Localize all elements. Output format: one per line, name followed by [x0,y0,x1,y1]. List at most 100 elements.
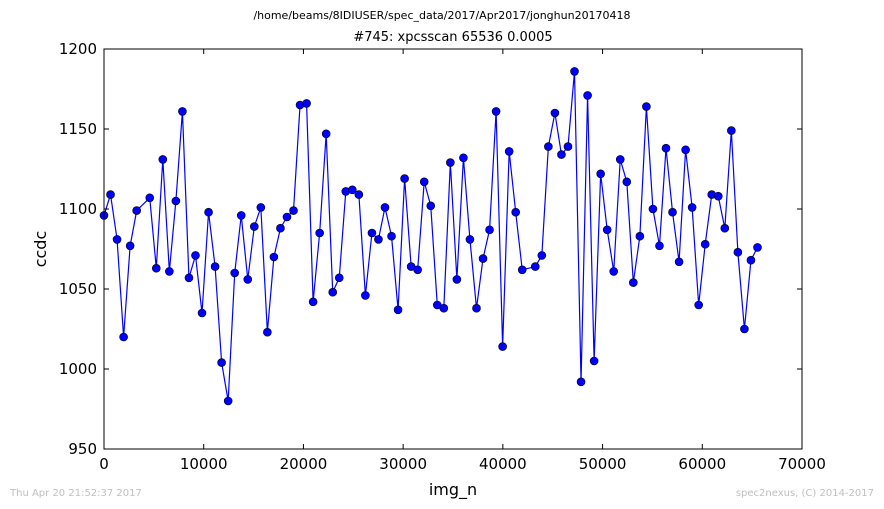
chart-title: #745: xpcsscan 65536 0.0005 [353,30,553,45]
x-axis: 0 10000 20000 30000 40000 50000 60000 70000 [99,49,826,473]
data-point [400,174,409,183]
data-point [269,252,279,262]
data-point [746,255,756,265]
data-point [655,241,664,251]
x-tick-label: 20000 [280,455,328,473]
data-point [236,211,246,220]
x-tick-label: 70000 [778,455,826,473]
data-point [158,155,168,164]
data-point [184,273,194,283]
data-point [282,212,292,222]
data-point [537,251,547,260]
data-point [576,377,586,387]
x-tick-label: 30000 [379,455,427,473]
y-tick-label: 1100 [59,200,97,218]
data-point [151,263,161,273]
data-point [615,155,625,164]
data-point [387,231,396,241]
data-point [504,147,514,156]
data-point [472,303,481,313]
data-point [380,203,390,212]
data-point [498,342,507,351]
data-point [478,254,488,263]
data-point [367,228,377,238]
x-tick-label: 0 [99,455,109,473]
data-point [452,275,462,284]
data-point [321,129,331,139]
data-point [125,241,135,251]
y-tick-label: 1000 [59,360,97,378]
data-point [171,196,181,206]
data-point [635,231,645,241]
data-point [112,235,122,244]
data-point [210,262,220,271]
data-point [622,177,632,187]
y-axis-label: ccdc [31,231,50,268]
y-tick-label: 950 [68,440,97,458]
series-marker-group [99,67,762,406]
data-point [694,300,703,310]
x-tick-label: 60000 [678,455,726,473]
x-tick-label: 10000 [180,455,228,473]
data-point [550,108,560,118]
footer-timestamp: Thu Apr 20 21:52:37 2017 [10,488,142,499]
data-point [439,303,449,313]
data-point [315,228,324,238]
data-point [642,102,651,111]
data-point [544,142,553,151]
data-point [328,287,338,297]
data-point [596,169,605,179]
data-point [249,222,259,231]
data-point [687,203,697,212]
series-line-group [103,71,759,402]
y-tick-label: 1050 [59,280,97,298]
data-point [348,185,357,195]
data-point [334,273,344,283]
data-point [230,268,239,278]
data-point [459,153,468,163]
x-tick-label: 40000 [479,455,527,473]
data-point [681,145,690,155]
data-point [727,126,736,135]
data-point [531,262,540,271]
data-point [511,207,521,217]
data-point [393,305,403,315]
data-point [302,99,311,108]
data-point [753,243,762,252]
data-point [485,225,494,235]
data-point [354,190,364,199]
data-point [217,358,226,367]
data-point [517,265,527,275]
data-point [243,275,253,284]
data-point [491,107,501,116]
data-point [178,107,187,116]
data-point [197,308,207,318]
series-line [103,71,759,402]
data-point [557,150,566,159]
data-point [661,143,671,153]
data-point [648,204,658,214]
data-point [308,297,318,307]
data-point [276,223,285,233]
data-point [740,324,749,334]
data-point [720,223,730,233]
data-point [602,225,612,235]
data-point [413,265,422,275]
footer-credit: spec2nexus, (C) 2014-2017 [735,488,874,499]
data-point [361,291,370,300]
y-axis: 950 1000 1050 1100 1150 1200 [59,40,802,458]
data-point [223,396,233,406]
data-point [700,239,710,249]
plot-area-frame [103,48,803,450]
data-point [713,191,723,201]
data-point [733,247,743,257]
data-point [256,203,266,212]
y-tick-label: 1150 [59,120,97,138]
data-point [563,142,573,151]
data-point [668,207,677,217]
data-point [191,251,200,260]
data-point [374,235,383,244]
x-tick-label: 50000 [579,455,627,473]
data-point [289,206,298,215]
data-point [629,278,638,287]
